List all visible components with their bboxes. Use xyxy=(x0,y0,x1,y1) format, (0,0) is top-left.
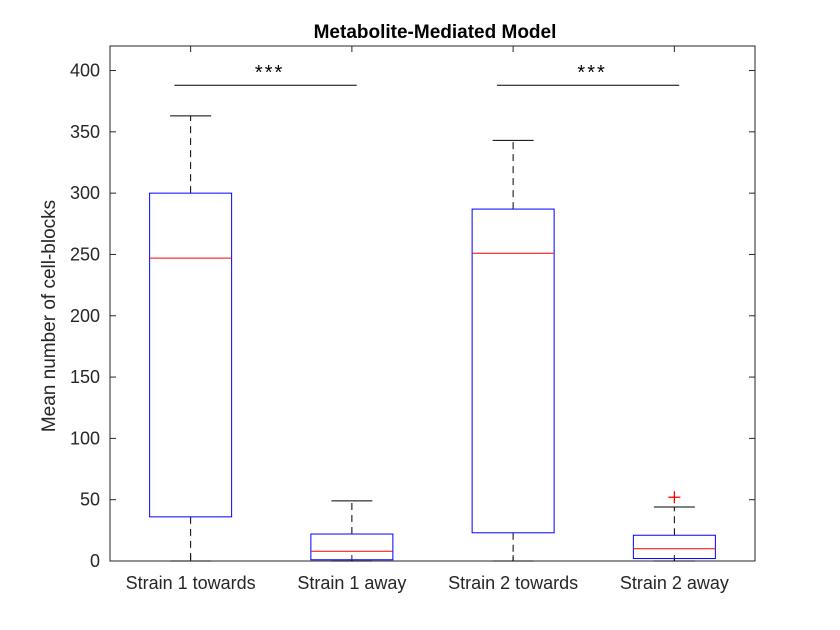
y-tick-label: 250 xyxy=(70,244,100,264)
y-tick-label: 0 xyxy=(90,551,100,571)
x-category-label: Strain 2 towards xyxy=(448,573,578,593)
plot-area: 0 50 100 150 200 250 300 350 400 Strain 1 towards… xyxy=(70,45,756,593)
y-tick-label: 100 xyxy=(70,428,100,448)
x-category-label: Strain 1 away xyxy=(297,573,406,593)
y-tick-label: 150 xyxy=(70,367,100,387)
y-tick-label: 300 xyxy=(70,183,100,203)
y-axis-label: Mean number of cell-blocks xyxy=(39,200,60,432)
axes-frame xyxy=(109,45,756,562)
significance-label: *** xyxy=(255,62,284,84)
y-tick-label: 400 xyxy=(70,61,100,81)
box xyxy=(149,192,233,518)
x-category-label: Strain 1 towards xyxy=(126,573,256,593)
y-tick-label: 350 xyxy=(70,122,100,142)
significance-label: *** xyxy=(577,62,606,84)
box xyxy=(471,208,555,534)
chart-title: Metabolite-Mediated Model xyxy=(314,22,557,43)
y-tick-label: 200 xyxy=(70,306,100,326)
box xyxy=(632,534,716,560)
box xyxy=(310,533,394,561)
x-category-label: Strain 2 away xyxy=(620,573,729,593)
y-tick-label: 50 xyxy=(80,490,100,510)
